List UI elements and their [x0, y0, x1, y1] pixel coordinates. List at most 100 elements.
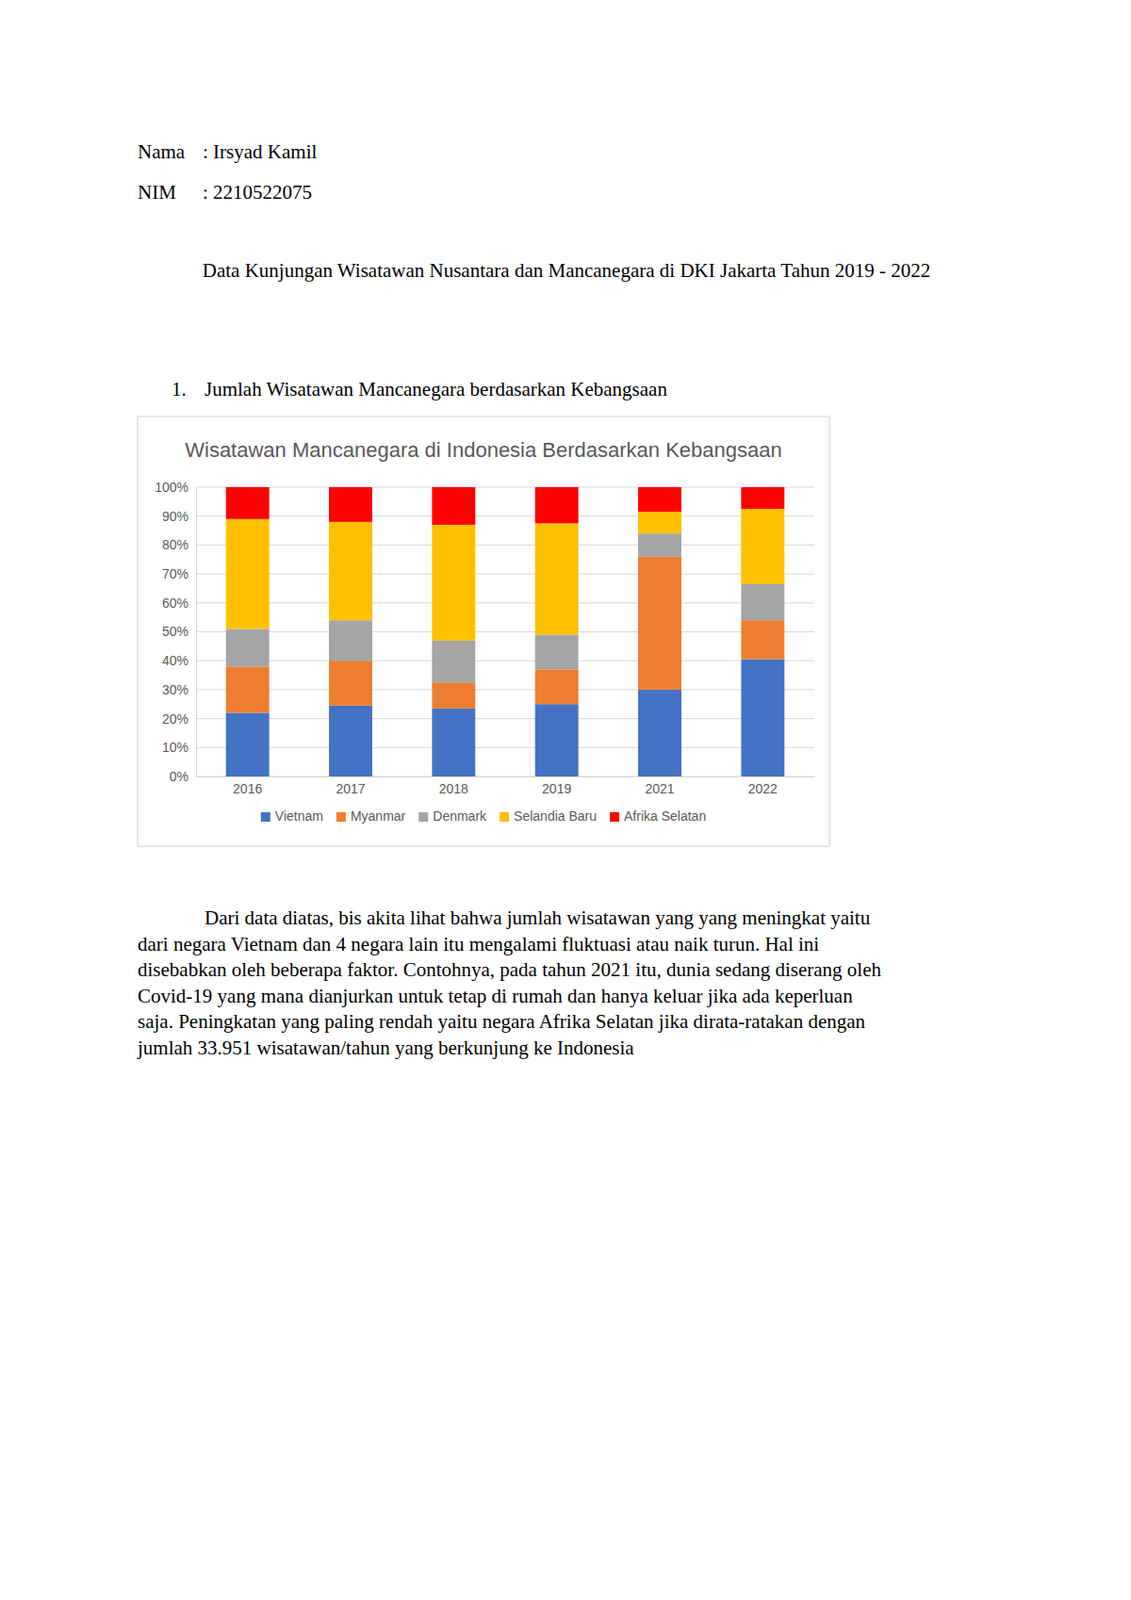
y-tick-label: 30% [162, 682, 189, 698]
legend-swatch [336, 812, 346, 822]
y-tick: 50% [162, 623, 197, 640]
legend-item: Afrika Selatan [609, 808, 706, 824]
paragraph-line: Dari data diatas, bis akita lihat bahwa … [204, 906, 871, 930]
grid-line [196, 747, 815, 749]
y-tick: 70% [162, 566, 197, 582]
y-tick-label: 100% [154, 479, 189, 495]
series-bars [226, 508, 786, 641]
section-heading: Jumlah Wisatawan Mancanegara berdasarkan… [204, 377, 668, 401]
y-tick-label: 70% [162, 566, 189, 582]
x-tick: 2016 [232, 776, 263, 797]
legend-label: Selandia Baru [513, 808, 597, 824]
y-tick-label: 0% [169, 769, 189, 785]
legend-swatch [609, 812, 620, 822]
legend-item: Selandia Baru [499, 808, 597, 824]
grid-line [196, 660, 815, 662]
bar-segment [638, 511, 682, 534]
header: Nama: Irsyad KamilNIM: 2210522075 [137, 140, 317, 204]
bar-segment [431, 487, 476, 525]
grid-line [196, 602, 815, 604]
y-tick: 80% [162, 537, 197, 553]
grid-line [196, 776, 815, 778]
grid-line [196, 487, 815, 489]
bar-segment [740, 620, 785, 659]
series-bars [226, 659, 786, 777]
bar-segment [740, 584, 785, 621]
bar-segment [226, 628, 270, 667]
grid-line [196, 718, 815, 720]
x-tick-label: 2017 [335, 781, 365, 797]
section-number: 1. [171, 377, 187, 401]
bar-segment [226, 487, 270, 520]
bar-segment [740, 487, 785, 509]
legend-item: Myanmar [336, 808, 407, 824]
y-tick: 60% [162, 595, 197, 611]
y-tick-label: 80% [162, 537, 189, 553]
bar-segment [328, 705, 373, 777]
bar-segment [535, 704, 579, 777]
x-axis: 2016 2017 2018 2019 2021 2022 [196, 776, 816, 797]
y-tick-label: 90% [162, 508, 189, 525]
bar-segment [431, 708, 476, 777]
bar-segment [226, 519, 270, 630]
grid-line [196, 573, 815, 575]
x-axis-line [196, 776, 816, 778]
y-tick: 30% [162, 682, 197, 698]
grid-line [196, 631, 815, 633]
legend-item: Denmark [418, 808, 488, 824]
bar-segment [740, 659, 785, 777]
page: Nama: Irsyad KamilNIM: 2210522075Data Ku… [0, 0, 1131, 1600]
paragraph-line: dari negara Vietnam dan 4 negara lain it… [137, 933, 820, 956]
bar-segment [328, 522, 373, 621]
bar-segment [638, 533, 682, 558]
paragraph-line: Covid-19 yang mana dianjurkan untuk teta… [137, 984, 853, 1008]
bar-segment [535, 669, 579, 705]
x-tick: 2021 [644, 776, 674, 797]
y-axis-line [196, 488, 197, 778]
chart-frame [137, 416, 830, 847]
y-tick-label: 40% [162, 653, 189, 669]
bar-segment [638, 487, 682, 512]
bar-segment [431, 640, 476, 684]
y-axis: 0% 10% 20% 30% 40% 50% 60% 70% 80% 90% 100% [154, 479, 197, 785]
y-tick: 100% [154, 479, 197, 495]
bars [226, 487, 786, 777]
legend-item: Vietnam [261, 808, 324, 824]
y-tick-label: 20% [162, 711, 189, 727]
header-value: : 2210522075 [202, 180, 312, 204]
grid-line [196, 688, 815, 690]
bar-segment [226, 666, 270, 713]
x-tick-label: 2021 [644, 781, 674, 797]
x-tick: 2019 [541, 776, 572, 797]
header-label: Nama [137, 140, 186, 164]
y-tick: 0% [169, 769, 197, 785]
grid-line [196, 544, 815, 546]
paragraph-line: disebabkan oleh beberapa faktor. Contohn… [137, 958, 883, 982]
bar-segment [226, 712, 270, 777]
series-bars [226, 533, 786, 683]
legend-label: Vietnam [275, 808, 324, 824]
document-title: Data Kunjungan Wisatawan Nusantara dan M… [202, 259, 932, 282]
legend-swatch [418, 812, 428, 822]
series-bars [226, 557, 786, 714]
x-tick-label: 2018 [439, 781, 469, 797]
y-tick-label: 10% [162, 739, 189, 755]
paragraph-line: saja. Peningkatan yang paling rendah yai… [137, 1010, 867, 1033]
header-value: : Irsyad Kamil [202, 140, 317, 164]
chart-title: Wisatawan Mancanegara di Indonesia Berda… [184, 438, 783, 462]
paragraph: Dari data diatas, bis akita lihat bahwa … [136, 906, 883, 1060]
legend: Vietnam Myanmar Denmark Selandia Baru Afrika… [261, 808, 706, 824]
x-tick: 2018 [439, 776, 469, 797]
bar-segment [638, 689, 682, 777]
series-bars [226, 487, 786, 525]
y-tick: 10% [162, 739, 197, 755]
y-tick-label: 60% [162, 595, 189, 611]
legend-label: Myanmar [350, 808, 407, 824]
y-tick: 40% [162, 653, 197, 669]
legend-label: Afrika Selatan [623, 808, 706, 824]
grid-line [196, 515, 815, 517]
bar-segment [431, 682, 476, 709]
x-tick-label: 2022 [748, 781, 778, 797]
x-tick: 2022 [748, 776, 778, 797]
bar-segment [328, 487, 373, 523]
